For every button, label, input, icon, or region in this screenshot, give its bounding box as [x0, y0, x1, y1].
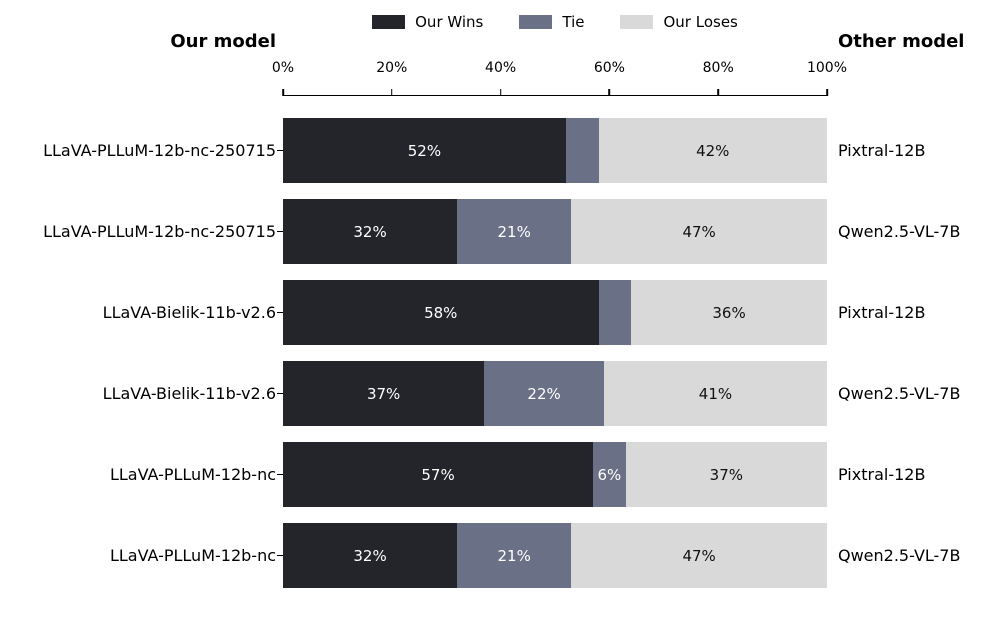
legend-label-loses: Our Loses [663, 13, 738, 31]
other-model-label: Pixtral-12B [838, 465, 926, 484]
segment-wins: 52% [283, 118, 566, 183]
legend-item-loses: Our Loses [620, 13, 738, 31]
x-tick [717, 89, 719, 96]
x-tick-label: 100% [806, 60, 848, 76]
category-tick-mark [277, 311, 283, 314]
our-model-label: LLaVA-Bielik-11b-v2.6 [102, 384, 276, 403]
stacked-bar: 57% 6% 37% [283, 442, 827, 507]
legend-label-tie: Tie [562, 13, 585, 31]
segment-tie: 21% [457, 523, 572, 588]
stacked-bar: 52% 42% [283, 118, 827, 183]
chart-row: LLaVA-PLLuM-12b-nc-250715 32% 21% 47% Qwen2.… [0, 199, 996, 264]
segment-tie: 6% [593, 442, 626, 507]
segment-tie [598, 280, 632, 345]
category-tick-mark [277, 554, 283, 557]
stacked-bar: 58% 36% [283, 280, 827, 345]
other-model-label: Pixtral-12B [838, 141, 926, 160]
segment-loses: 42% [598, 118, 827, 183]
segment-wins: 58% [283, 280, 599, 345]
category-tick-mark [277, 392, 283, 395]
x-tick-label: 20% [376, 60, 408, 76]
x-axis: 0% 20% 40% 60% 80% 100% [272, 60, 847, 96]
segment-tie: 21% [457, 199, 572, 264]
category-tick-mark [277, 149, 283, 152]
other-model-label: Qwen2.5-VL-7B [838, 384, 961, 403]
x-tick-label: 0% [271, 60, 295, 76]
x-tick [826, 89, 828, 96]
our-model-label: LLaVA-PLLuM-12b-nc [109, 546, 276, 565]
legend-item-wins: Our Wins [372, 13, 483, 31]
loses-swatch [620, 15, 654, 29]
x-tick [282, 89, 284, 96]
segment-wins: 57% [283, 442, 594, 507]
chart-row: LLaVA-PLLuM-12b-nc 57% 6% 37% Pixtral-12B [0, 442, 996, 507]
segment-tie: 22% [484, 361, 604, 426]
our-model-label: LLaVA-PLLuM-12b-nc-250715 [43, 141, 276, 160]
legend: Our Wins Tie Our Loses [283, 13, 827, 31]
our-model-label: LLaVA-Bielik-11b-v2.6 [102, 303, 276, 322]
legend-label-wins: Our Wins [415, 13, 484, 31]
our-model-label: LLaVA-PLLuM-12b-nc [109, 465, 276, 484]
chart-row: LLaVA-PLLuM-12b-nc 32% 21% 47% Qwen2.5-VL-7B [0, 523, 996, 588]
wins-swatch [372, 15, 406, 29]
chart-row: LLaVA-PLLuM-12b-nc-250715 52% 42% Pixtral-1… [0, 118, 996, 183]
our-model-column-header: Our model [170, 31, 276, 52]
segment-loses: 36% [631, 280, 827, 345]
other-model-label: Qwen2.5-VL-7B [838, 222, 961, 241]
chart-row: LLaVA-Bielik-11b-v2.6 37% 22% 41% Qwen2.5-VL… [0, 361, 996, 426]
x-tick [608, 89, 611, 96]
segment-loses: 47% [571, 199, 827, 264]
chart-row: LLaVA-Bielik-11b-v2.6 58% 36% Pixtral-12B [0, 280, 996, 345]
segment-wins: 32% [283, 199, 458, 264]
x-tick [499, 89, 502, 96]
segment-wins: 32% [283, 523, 458, 588]
segment-loses: 47% [571, 523, 827, 588]
stacked-bar: 37% 22% 41% [283, 361, 827, 426]
other-model-label: Qwen2.5-VL-7B [838, 546, 961, 565]
legend-item-tie: Tie [519, 13, 584, 31]
other-model-column-header: Other model [838, 31, 965, 52]
x-axis-line [283, 95, 828, 96]
segment-tie [565, 118, 599, 183]
other-model-label: Pixtral-12B [838, 303, 926, 322]
x-tick-label: 80% [702, 60, 734, 76]
x-tick-label: 60% [593, 60, 625, 76]
segment-wins: 37% [283, 361, 485, 426]
segment-loses: 37% [625, 442, 827, 507]
stacked-bar: 32% 21% 47% [283, 199, 827, 264]
tie-swatch [519, 15, 553, 29]
stacked-bar: 32% 21% 47% [283, 523, 827, 588]
our-model-label: LLaVA-PLLuM-12b-nc-250715 [43, 222, 276, 241]
x-tick [391, 89, 393, 96]
x-tick-label: 40% [485, 60, 517, 76]
segment-loses: 41% [603, 361, 827, 426]
category-tick-mark [277, 473, 283, 476]
category-tick-mark [277, 230, 283, 233]
